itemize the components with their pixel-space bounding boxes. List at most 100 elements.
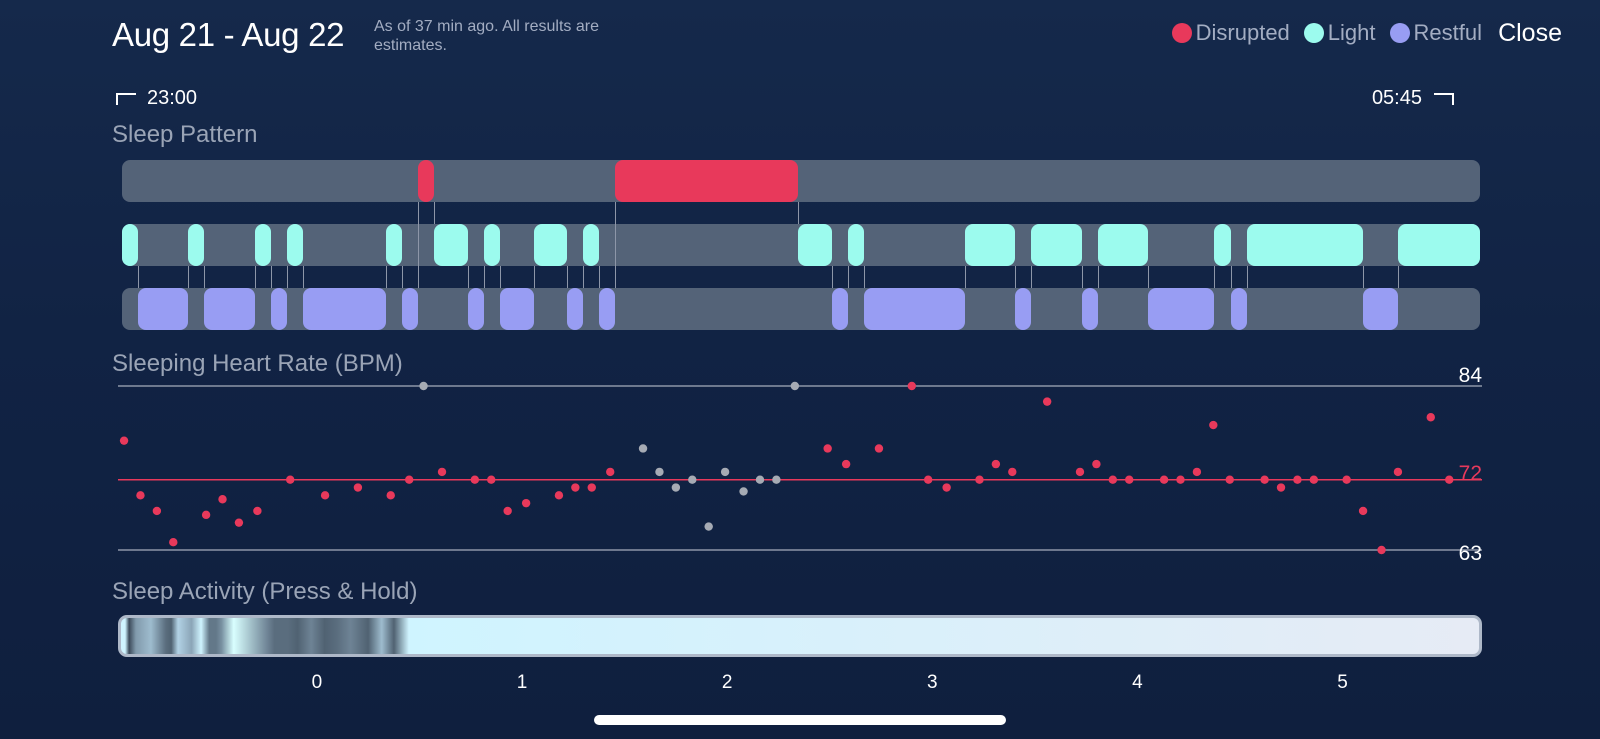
- hr-point: [1209, 420, 1218, 430]
- stage-transition-line: [500, 266, 501, 288]
- legend-restful: Restful: [1389, 20, 1482, 46]
- restful-segment: [1081, 288, 1098, 330]
- hr-point: [823, 444, 832, 453]
- hr-point: [991, 459, 1001, 469]
- light-segment: [433, 224, 469, 266]
- hr-point: [1108, 475, 1118, 484]
- hr-point: [1342, 475, 1351, 484]
- hr-point: [470, 475, 480, 484]
- light-segment: [188, 224, 205, 266]
- stage-transition-line: [468, 266, 469, 288]
- hr-point: [1426, 413, 1435, 422]
- stage-transition-line: [1015, 266, 1016, 288]
- hr-point: [755, 475, 765, 484]
- stage-transition-line: [418, 202, 419, 288]
- x-tick-label: 2: [721, 672, 733, 693]
- hr-point: [874, 444, 884, 453]
- hr-point: [739, 487, 748, 496]
- stage-transition-line: [1363, 266, 1364, 288]
- stage-transition-line: [255, 266, 256, 288]
- hr-point: [1125, 475, 1134, 484]
- light-segment: [1214, 224, 1231, 266]
- hr-point: [169, 537, 178, 547]
- restful-segment: [270, 288, 287, 330]
- restful-segment: [1148, 288, 1215, 330]
- hr-point: [386, 491, 395, 500]
- legend-disrupted: Disrupted: [1171, 20, 1290, 46]
- hr-point: [286, 475, 295, 484]
- home-indicator[interactable]: [594, 715, 1006, 725]
- stage-transition-line: [484, 266, 485, 288]
- stage-transition-line: [138, 266, 139, 288]
- heart-rate-chart[interactable]: [0, 360, 1600, 575]
- restful-segment: [566, 288, 583, 330]
- stage-transition-line: [615, 202, 616, 288]
- hr-point: [638, 444, 648, 453]
- x-tick-label: 0: [311, 672, 323, 693]
- end-bracket-icon: [1434, 93, 1454, 105]
- legend-disrupted-label: Disrupted: [1195, 20, 1290, 45]
- sleep-pattern-title: Sleep Pattern: [112, 121, 258, 148]
- stage-transition-line: [204, 266, 205, 288]
- hr-point: [587, 483, 596, 492]
- sleep-pattern-chart[interactable]: [0, 0, 1600, 340]
- hr-point: [119, 436, 129, 445]
- stage-transition-line: [434, 202, 435, 224]
- restful-segment: [401, 288, 418, 330]
- x-tick-label: 3: [926, 672, 938, 693]
- hr-point: [1008, 467, 1017, 477]
- hr-point: [1192, 467, 1202, 477]
- stage-legend: Disrupted Light Restful: [1171, 20, 1496, 46]
- stage-transition-line: [1247, 266, 1248, 288]
- date-range-title: Aug 21 - Aug 22: [112, 16, 345, 53]
- stage-transition-line: [402, 266, 403, 288]
- stage-transition-line: [965, 266, 966, 288]
- hr-point: [1445, 475, 1454, 484]
- stage-transition-line: [1231, 266, 1232, 288]
- stage-transition-line: [864, 266, 865, 288]
- disrupted-segment: [614, 160, 798, 202]
- restful-segment: [1363, 288, 1398, 330]
- light-segment: [122, 224, 139, 266]
- stage-transition-line: [1214, 266, 1215, 288]
- light-segment: [582, 224, 599, 266]
- hr-point: [1260, 475, 1269, 484]
- start-time: 23:00: [147, 87, 198, 109]
- hr-point: [923, 475, 933, 484]
- stage-transition-line: [188, 266, 189, 288]
- restful-segment: [1230, 288, 1247, 330]
- hr-point: [1225, 475, 1234, 484]
- hr-point: [234, 518, 244, 527]
- hr-point: [152, 506, 162, 516]
- hr-point: [353, 483, 363, 492]
- hr-point: [218, 495, 227, 504]
- hr-point: [404, 475, 414, 484]
- light-segment: [1097, 224, 1149, 266]
- hr-point: [521, 498, 531, 508]
- restful-segment: [303, 288, 386, 330]
- disrupted-track: [122, 160, 1480, 202]
- restful-segment: [864, 288, 965, 330]
- light-segment: [1246, 224, 1364, 266]
- light-segment: [964, 224, 1016, 266]
- stage-transition-line: [567, 266, 568, 288]
- close-button[interactable]: Close: [1498, 19, 1562, 47]
- x-tick-label: 1: [516, 672, 528, 693]
- heart-rate-title: Sleeping Heart Rate (BPM): [112, 350, 403, 377]
- hr-min-label: 63: [1458, 542, 1482, 565]
- sleep-activity-bar[interactable]: [118, 615, 1482, 657]
- disrupted-dot-icon: [1171, 23, 1192, 43]
- hr-point: [1393, 467, 1403, 477]
- light-segment: [254, 224, 271, 266]
- stage-transition-line: [271, 266, 272, 288]
- hr-point: [942, 483, 951, 492]
- stage-transition-line: [303, 266, 304, 288]
- legend-light-label: Light: [1327, 20, 1376, 45]
- hr-avg-label: 72: [1458, 462, 1482, 485]
- hr-point: [571, 483, 580, 492]
- hr-point: [1358, 506, 1368, 516]
- stage-transition-line: [1148, 266, 1149, 288]
- restful-segment: [832, 288, 849, 330]
- stage-transition-line: [848, 266, 849, 288]
- restful-segment: [468, 288, 485, 330]
